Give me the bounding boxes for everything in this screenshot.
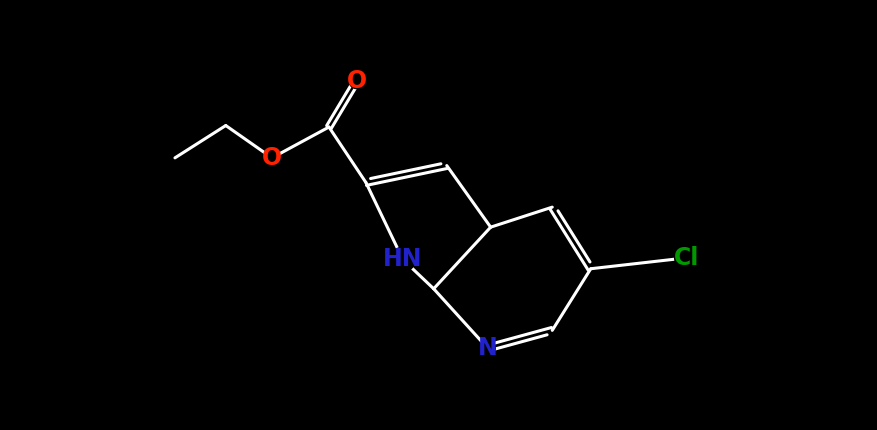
Circle shape: [349, 73, 364, 89]
Circle shape: [390, 247, 415, 272]
Text: N: N: [478, 336, 497, 360]
Text: O: O: [346, 69, 367, 93]
Text: HN: HN: [383, 248, 423, 271]
Text: Cl: Cl: [674, 246, 700, 270]
Text: O: O: [262, 146, 282, 170]
Circle shape: [480, 341, 496, 356]
Circle shape: [674, 247, 696, 269]
Circle shape: [264, 150, 280, 166]
